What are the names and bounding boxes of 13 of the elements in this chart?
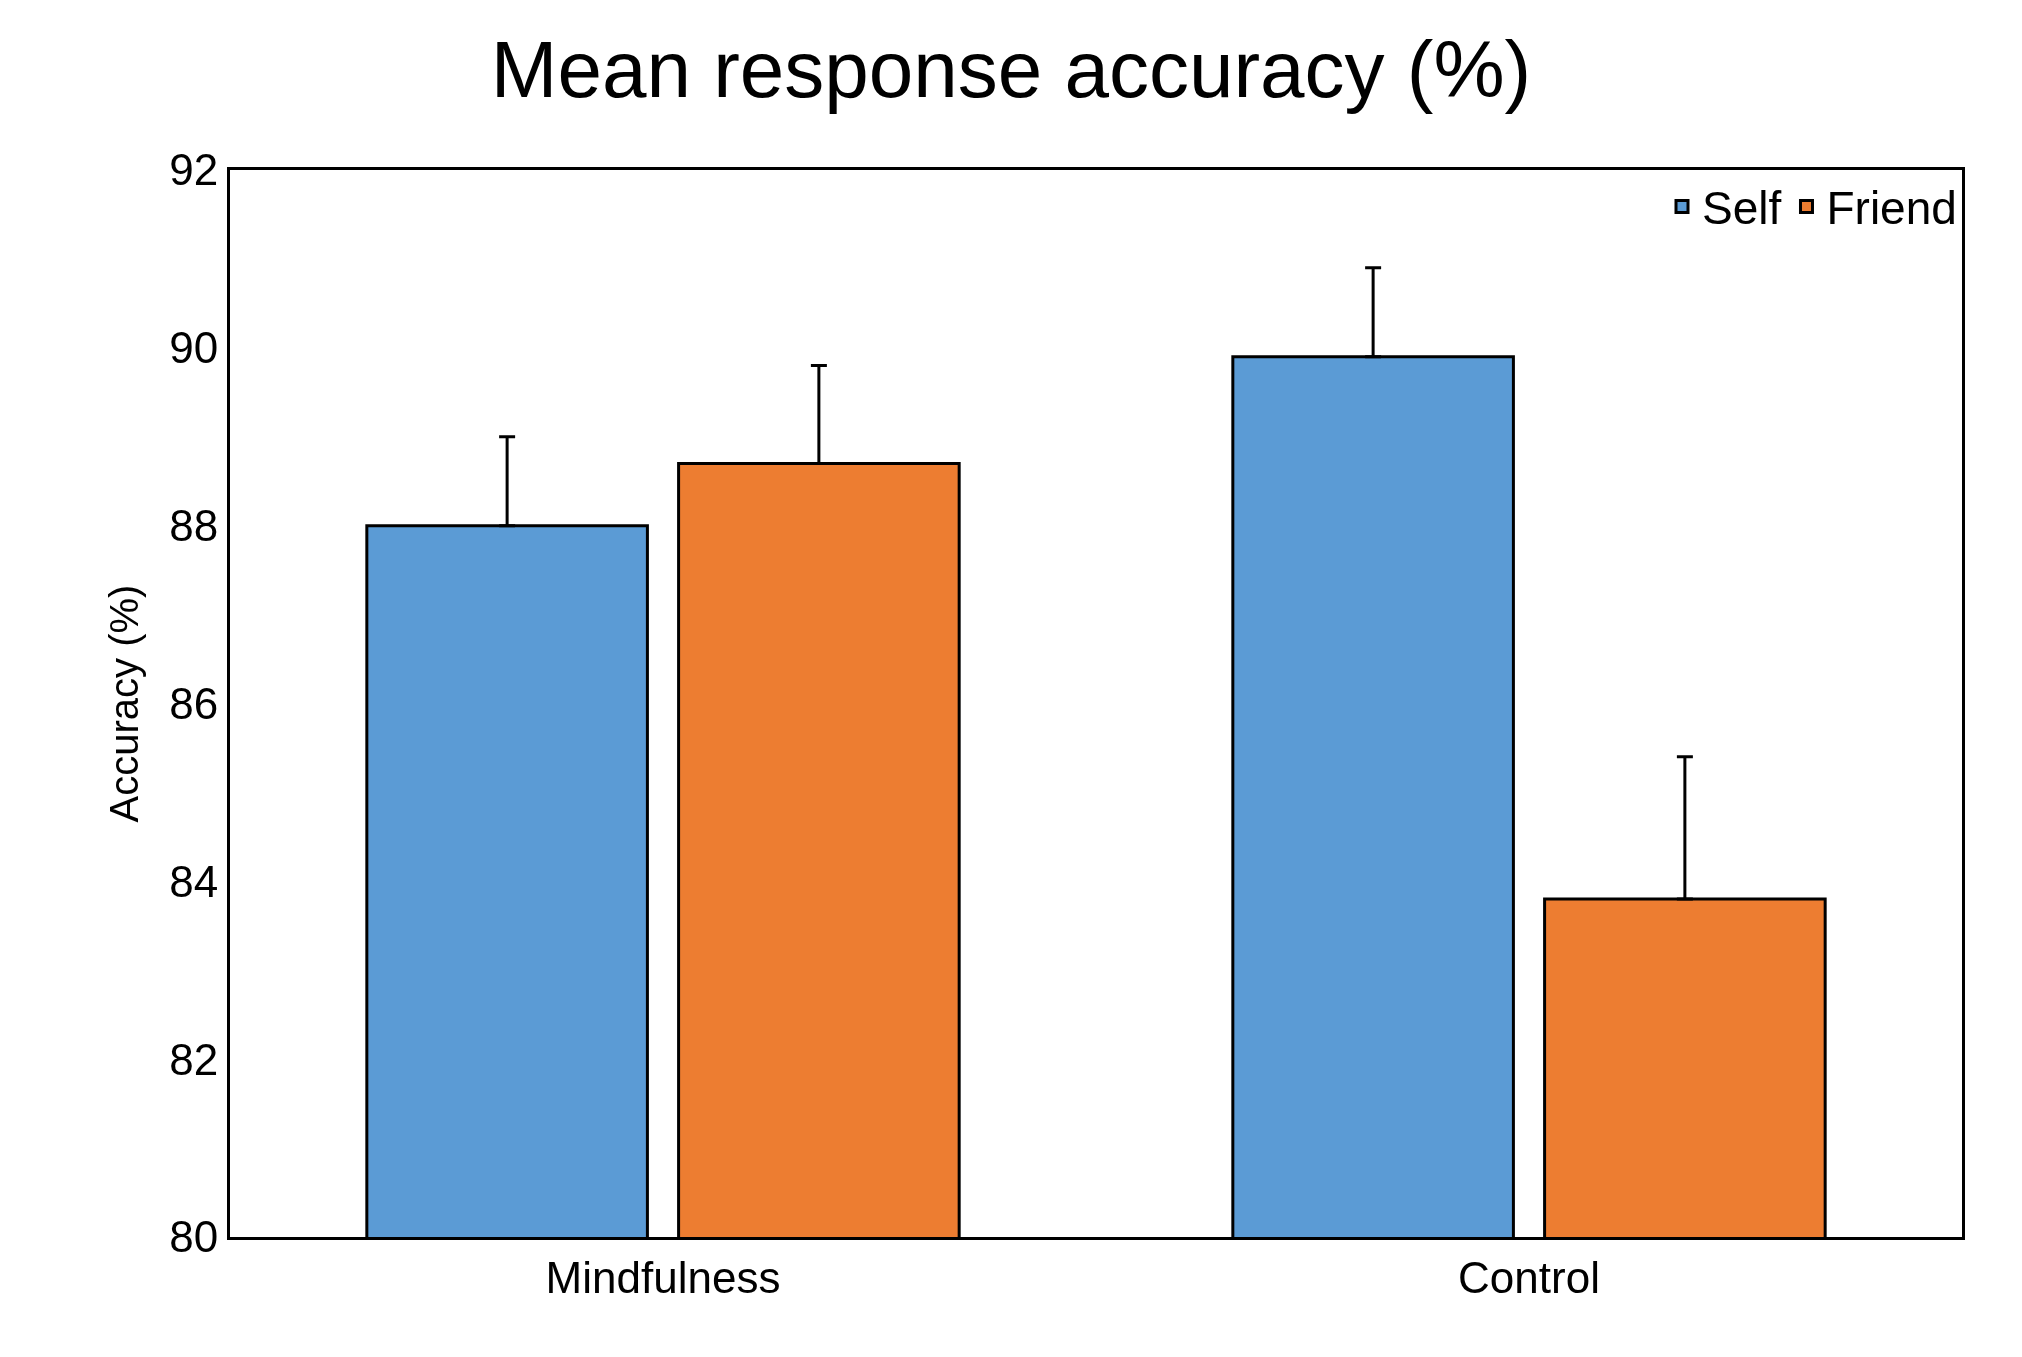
y-axis-title: Accuracy (%) — [102, 584, 146, 823]
y-tick-label: 90 — [169, 323, 219, 373]
y-tick-label: 80 — [169, 1212, 219, 1262]
x-tick-label: Control — [1458, 1252, 1600, 1302]
y-tick-label: 86 — [169, 678, 219, 728]
y-tick-label: 84 — [169, 856, 219, 906]
y-tick-label: 82 — [169, 1034, 219, 1084]
legend-label: Friend — [1826, 182, 1957, 235]
chart-title: Mean response accuracy (%) — [490, 24, 1532, 114]
legend-label: Self — [1702, 182, 1782, 235]
y-tick-label: 88 — [169, 501, 219, 551]
x-tick-label: Mindfulness — [545, 1252, 781, 1302]
y-tick-label: 92 — [169, 145, 219, 195]
